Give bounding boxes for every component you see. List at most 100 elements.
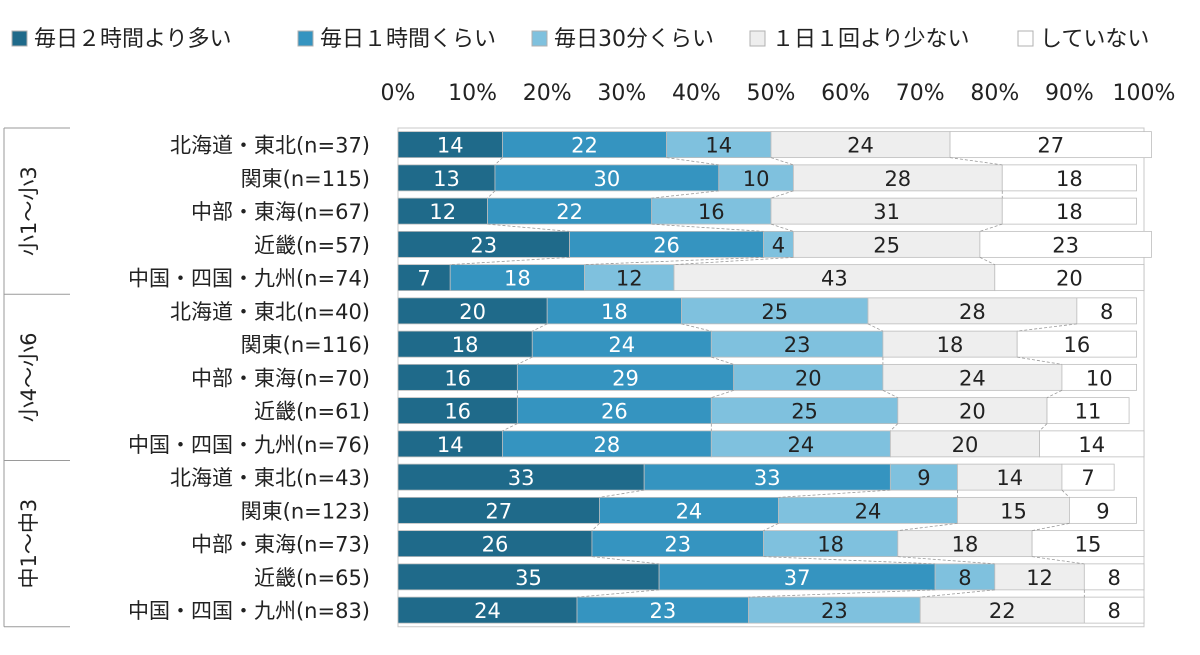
bar-segment: [949, 131, 1152, 159]
bar-segment: [1039, 430, 1145, 458]
series-connector-line: [763, 556, 936, 565]
bar-value-label: 14: [996, 466, 1023, 490]
series-connector-line: [651, 223, 764, 232]
bar-value-label: 43: [821, 267, 848, 291]
bar-value-label: 12: [1026, 566, 1053, 590]
legend-item: していない: [1017, 27, 1149, 52]
bar-value-label: 23: [784, 333, 811, 357]
bar-row: 33 33 9 14 7: [397, 463, 1115, 491]
bar-value-label: 22: [989, 599, 1016, 623]
bar-segment: [487, 197, 653, 225]
x-tick-label: 20%: [523, 81, 572, 106]
bar-value-label: 26: [601, 400, 628, 424]
bar-segment: [397, 164, 496, 192]
legend-swatch: [297, 30, 314, 47]
bar-segment: [397, 596, 578, 624]
series-connector-line: [949, 157, 1003, 166]
bar-value-label: 22: [556, 200, 583, 224]
series-connector-line: [1061, 489, 1070, 498]
series-connector-line: [763, 523, 779, 531]
category-label: 中国・四国・九州(n=74): [128, 267, 370, 291]
bar-value-label: 24: [676, 499, 703, 523]
bar-value-label: 25: [761, 300, 788, 324]
bar-value-label: 24: [847, 134, 874, 158]
bar-value-label: 18: [817, 533, 844, 557]
bar-segment: [397, 363, 518, 391]
bar-value-label: 14: [437, 134, 464, 158]
series-connector-line: [882, 390, 898, 398]
bar-value-label: 18: [1056, 167, 1083, 191]
bar-value-label: 7: [1081, 466, 1094, 490]
bar-segment: [770, 197, 1003, 225]
group-label: 中1～中3: [17, 499, 41, 589]
bar-row: 26 23 18 18 15: [397, 530, 1145, 558]
bar-segment: [934, 563, 996, 591]
bar-value-label: 18: [937, 333, 964, 357]
series-connector-line: [532, 323, 548, 332]
bar-row: 14 28 24 20 14: [397, 430, 1145, 458]
bar-row: 16 26 25 20 11: [397, 397, 1130, 425]
category-label: 北海道・東北(n=43): [170, 466, 370, 490]
bar-value-label: 12: [616, 267, 643, 291]
bar-value-label: 24: [474, 599, 501, 623]
bar-value-label: 20: [959, 400, 986, 424]
series-connector-line: [748, 589, 936, 598]
bar-segment: [897, 397, 1048, 425]
series-connector-line: [494, 157, 503, 166]
bar-value-label: 7: [417, 267, 430, 291]
bar-segment: [397, 197, 488, 225]
bar-value-label: 29: [612, 366, 639, 390]
series-connector-line: [770, 190, 794, 199]
bar-segment: [531, 330, 712, 358]
x-tick-label: 0%: [381, 81, 416, 106]
bar-value-label: 10: [743, 167, 770, 191]
bar-segment: [397, 563, 660, 591]
legend-label: 毎日１時間くらい: [320, 27, 496, 52]
bar-value-label: 18: [452, 333, 479, 357]
legend-item: 毎日２時間より多い: [11, 27, 232, 52]
series-connector-line: [666, 157, 719, 166]
bar-segment: [994, 264, 1145, 292]
legend-swatch: [749, 30, 766, 47]
series-connector-line: [1017, 323, 1077, 332]
bar-value-label: 11: [1075, 400, 1102, 424]
bar-value-label: 18: [601, 300, 628, 324]
bar-value-label: 10: [1086, 366, 1113, 390]
series-connector-line: [577, 589, 660, 598]
x-tick-label: 70%: [896, 81, 945, 106]
x-tick-label: 40%: [672, 81, 721, 106]
bar-value-label: 33: [754, 466, 781, 490]
bar-row: 18 24 23 18 16: [397, 330, 1137, 358]
bar-segment: [979, 230, 1152, 258]
series-connector-line: [487, 190, 496, 199]
bar-value-label: 14: [437, 433, 464, 457]
bar-segment: [1001, 164, 1137, 192]
bar-value-label: 24: [608, 333, 635, 357]
series-connector-line: [920, 589, 995, 598]
series-connector-line: [517, 356, 533, 365]
bar-segment: [658, 563, 936, 591]
legend-swatch: [531, 30, 548, 47]
bar-segment: [502, 430, 712, 458]
bar-segment: [882, 363, 1063, 391]
bar-segment: [1076, 297, 1137, 325]
bar-value-label: 23: [470, 233, 497, 257]
bar-segment: [397, 230, 570, 258]
group-label: 小1～小3: [17, 166, 41, 256]
bar-segment: [1069, 496, 1137, 524]
bar-segment: [591, 530, 764, 558]
legend-label: １日１回より少ない: [772, 27, 970, 52]
bar-segment: [710, 397, 899, 425]
bar-value-label: 14: [705, 134, 732, 158]
category-label: 近畿(n=65): [254, 566, 370, 590]
bar-segment: [397, 297, 548, 325]
bar-value-label: 14: [1078, 433, 1105, 457]
group-label: 小4～小6: [17, 333, 41, 423]
bar-segment: [397, 463, 645, 491]
bar-value-label: 20: [1056, 267, 1083, 291]
bar-segment: [516, 397, 712, 425]
bar-segment: [576, 596, 750, 624]
series-connector-line: [591, 523, 600, 531]
bar-segment: [733, 363, 884, 391]
